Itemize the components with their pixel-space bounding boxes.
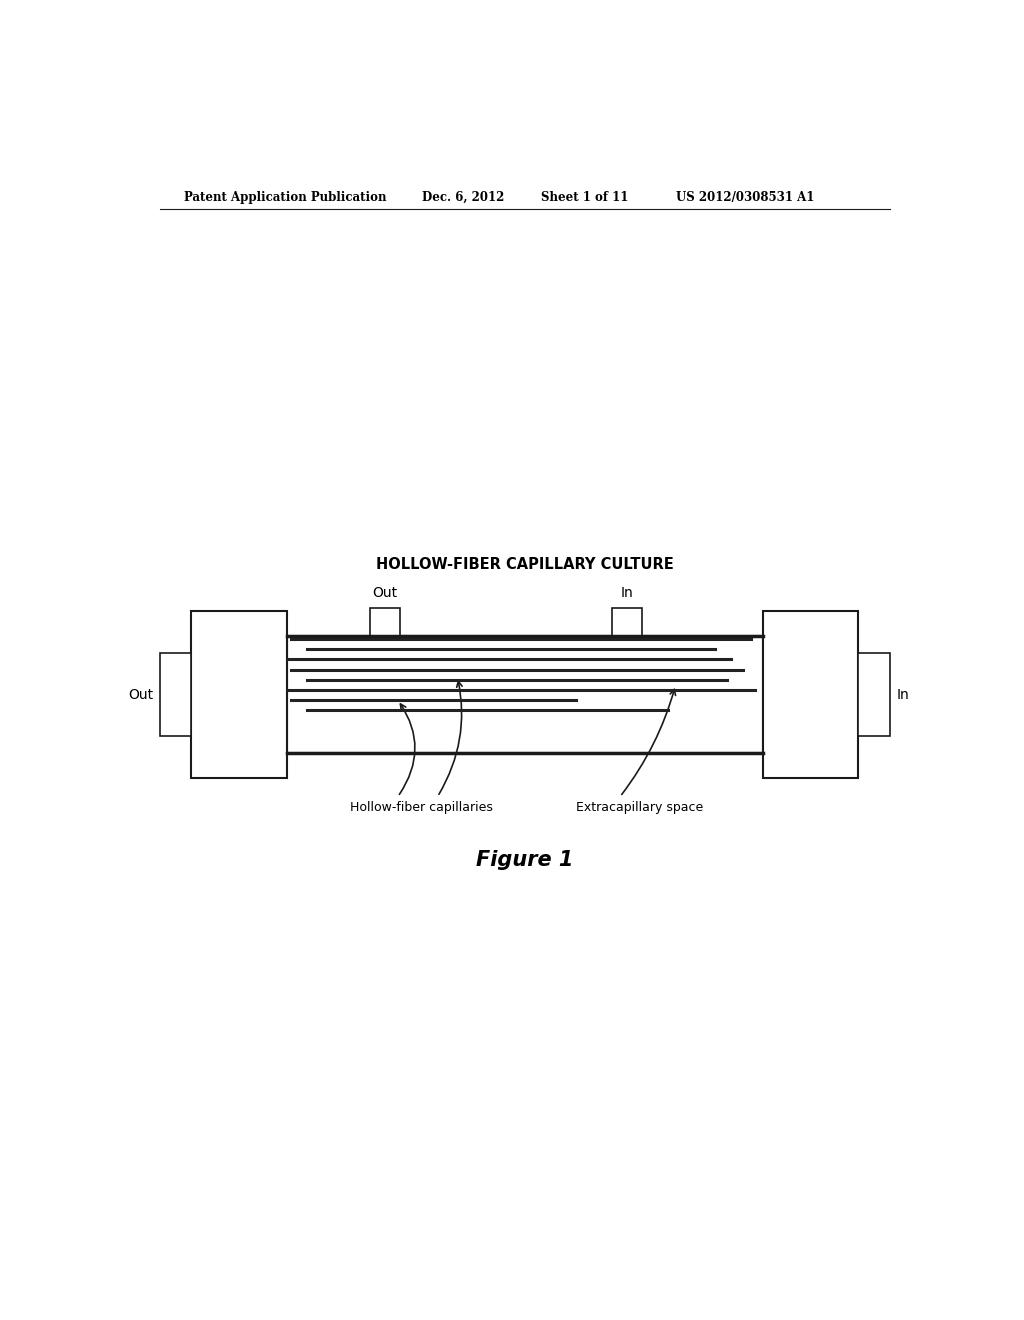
Bar <box>858 652 890 737</box>
Text: Extracapillary space: Extracapillary space <box>577 801 703 813</box>
Bar <box>191 611 287 779</box>
Bar <box>287 636 763 752</box>
Text: Hollow-fiber capillaries: Hollow-fiber capillaries <box>350 801 494 813</box>
Text: US 2012/0308531 A1: US 2012/0308531 A1 <box>676 190 814 203</box>
Text: Dec. 6, 2012: Dec. 6, 2012 <box>422 190 504 203</box>
Text: Out: Out <box>373 586 397 599</box>
Bar <box>763 611 858 779</box>
Text: Out: Out <box>128 688 154 701</box>
Text: Figure 1: Figure 1 <box>476 850 573 870</box>
Bar <box>160 652 191 737</box>
Bar <box>370 607 400 636</box>
Text: HOLLOW-FIBER CAPILLARY CULTURE: HOLLOW-FIBER CAPILLARY CULTURE <box>376 557 674 573</box>
Text: Patent Application Publication: Patent Application Publication <box>183 190 386 203</box>
Text: In: In <box>896 688 909 701</box>
Bar <box>612 607 642 636</box>
Text: Sheet 1 of 11: Sheet 1 of 11 <box>541 190 628 203</box>
Text: In: In <box>621 586 634 599</box>
